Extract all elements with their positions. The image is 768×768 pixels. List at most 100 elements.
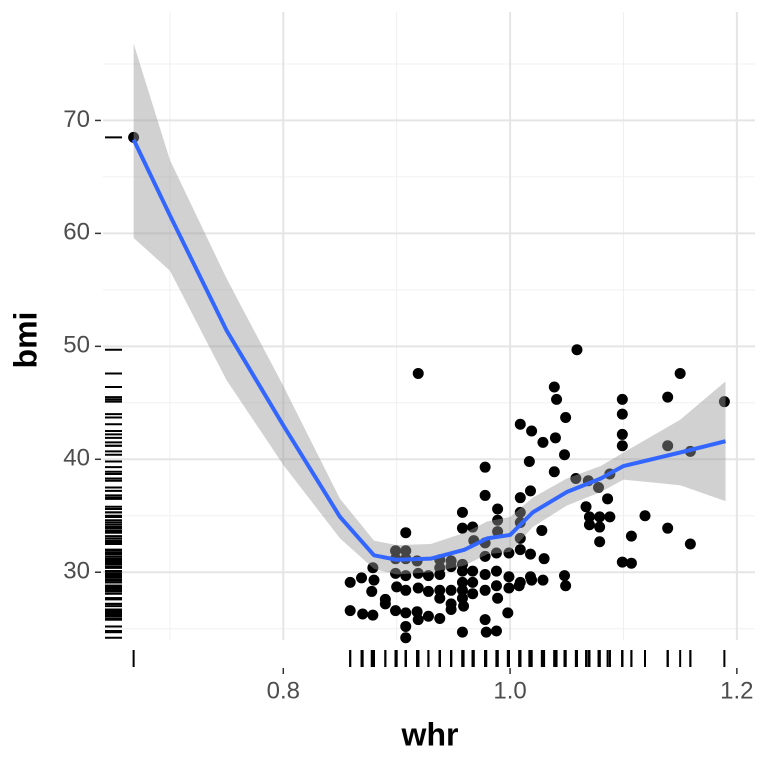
point bbox=[524, 485, 536, 497]
point bbox=[356, 572, 368, 584]
point bbox=[662, 440, 674, 452]
y-axis-title: bmi bbox=[7, 312, 43, 369]
point bbox=[718, 396, 730, 408]
point bbox=[514, 492, 526, 504]
y-tick-label: 50 bbox=[63, 332, 90, 359]
point bbox=[492, 514, 504, 526]
point bbox=[492, 592, 504, 604]
point bbox=[400, 545, 412, 557]
point bbox=[400, 570, 412, 582]
point bbox=[625, 557, 637, 569]
point bbox=[616, 408, 628, 420]
point bbox=[400, 607, 412, 619]
x-tick-label: 1.2 bbox=[720, 677, 753, 704]
point bbox=[400, 632, 412, 644]
point bbox=[434, 592, 446, 604]
point bbox=[593, 482, 605, 494]
point bbox=[548, 466, 560, 478]
point bbox=[467, 576, 479, 588]
point bbox=[514, 576, 526, 588]
point bbox=[560, 411, 572, 423]
point bbox=[445, 561, 457, 573]
point bbox=[456, 576, 468, 588]
point bbox=[548, 381, 560, 393]
point bbox=[514, 532, 526, 544]
point bbox=[479, 614, 491, 626]
point bbox=[367, 562, 379, 574]
point bbox=[400, 584, 412, 596]
point bbox=[367, 609, 379, 621]
point bbox=[526, 574, 538, 586]
point bbox=[391, 581, 403, 593]
point bbox=[434, 568, 446, 580]
point bbox=[344, 576, 356, 588]
point bbox=[583, 519, 595, 531]
point bbox=[571, 344, 583, 356]
point bbox=[445, 584, 457, 596]
confidence-band bbox=[133, 43, 726, 575]
point bbox=[523, 456, 535, 468]
point bbox=[467, 521, 479, 533]
point bbox=[456, 626, 468, 638]
point bbox=[368, 574, 380, 586]
point bbox=[580, 501, 592, 513]
point bbox=[490, 580, 502, 592]
point bbox=[379, 598, 391, 610]
point bbox=[559, 570, 571, 582]
point bbox=[559, 449, 571, 461]
point bbox=[390, 545, 402, 557]
point bbox=[616, 556, 628, 568]
point bbox=[616, 428, 628, 440]
point bbox=[412, 367, 424, 379]
x-tick-label: 0.8 bbox=[267, 677, 300, 704]
point bbox=[604, 511, 616, 523]
point bbox=[560, 580, 572, 592]
point bbox=[536, 524, 548, 536]
point bbox=[479, 489, 491, 501]
y-tick-label: 60 bbox=[63, 219, 90, 246]
point bbox=[456, 522, 468, 534]
point bbox=[434, 613, 446, 625]
point bbox=[490, 565, 502, 577]
point bbox=[662, 391, 674, 403]
point bbox=[422, 585, 434, 597]
point bbox=[538, 553, 550, 565]
point bbox=[594, 521, 606, 533]
point bbox=[467, 588, 479, 600]
point bbox=[490, 547, 502, 559]
point bbox=[479, 461, 491, 473]
point bbox=[490, 625, 502, 637]
point bbox=[390, 605, 402, 617]
point bbox=[583, 511, 595, 523]
point bbox=[662, 522, 674, 534]
point bbox=[412, 582, 424, 594]
point bbox=[400, 620, 412, 632]
point bbox=[551, 393, 563, 405]
point bbox=[684, 538, 696, 550]
point bbox=[549, 432, 561, 444]
point bbox=[390, 567, 402, 579]
point bbox=[526, 425, 538, 437]
point bbox=[674, 367, 686, 379]
point bbox=[412, 614, 424, 626]
point bbox=[503, 571, 515, 583]
point bbox=[412, 567, 424, 579]
point bbox=[514, 418, 526, 430]
point bbox=[537, 574, 549, 586]
point bbox=[492, 503, 504, 515]
point bbox=[434, 584, 446, 596]
y-tick-label: 70 bbox=[63, 106, 90, 133]
point bbox=[467, 565, 479, 577]
point bbox=[128, 131, 140, 143]
y-tick-label: 40 bbox=[63, 445, 90, 472]
point bbox=[602, 493, 614, 505]
point bbox=[570, 472, 582, 484]
point bbox=[456, 506, 468, 518]
point bbox=[479, 568, 491, 580]
point bbox=[502, 607, 514, 619]
point bbox=[366, 585, 378, 597]
point bbox=[479, 550, 491, 562]
point bbox=[503, 582, 515, 594]
point bbox=[524, 548, 536, 560]
point bbox=[616, 440, 628, 452]
